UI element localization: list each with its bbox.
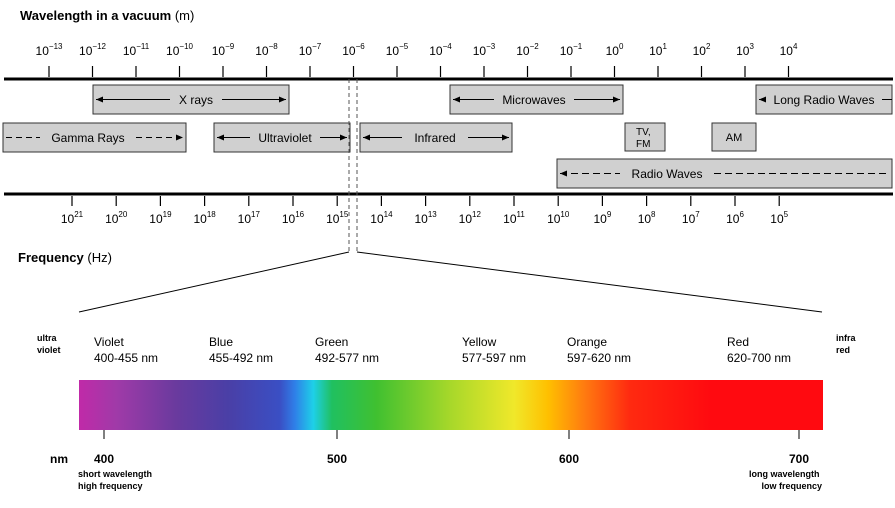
nm-tick-label: 600 — [559, 452, 579, 466]
wavelength-tick-label: 10−8 — [255, 42, 278, 58]
frequency-heading: Frequency (Hz) — [18, 250, 112, 265]
band-long-radio-label: Long Radio Waves — [774, 93, 875, 107]
nm-label: nm — [50, 452, 68, 466]
band-microwaves: Microwaves — [449, 84, 624, 115]
band-xrays: X rays — [92, 84, 290, 115]
band-radio: Radio Waves — [556, 158, 893, 189]
band-radio-label: Radio Waves — [632, 167, 703, 181]
wavelength-tick-label: 10−4 — [429, 42, 452, 58]
frequency-tick-label: 1014 — [370, 210, 393, 226]
nm-tick-label: 400 — [94, 452, 114, 466]
frequency-tick-label: 1017 — [238, 210, 261, 226]
color-name-blue: Blue — [209, 335, 233, 349]
frequency-tick-label: 1011 — [503, 210, 525, 226]
band-tvfm: TV, FM — [624, 122, 666, 152]
frequency-tick-label: 106 — [726, 210, 744, 226]
frequency-ticks: 1021 1020 1019 1018 1017 1016 1015 1014 1013 1012… — [61, 196, 789, 226]
wavelength-tick-label: 103 — [736, 42, 754, 58]
wavelength-ticks: 10−13 10−12 10−11 10−10 10−9 10−8 10−7 10−6 10−5… — [36, 42, 798, 77]
frequency-tick-label: 1012 — [459, 210, 482, 226]
frequency-tick-label: 1010 — [547, 210, 570, 226]
expansion-line-right — [356, 251, 823, 313]
ultra-violet-edge-label: ultra violet — [37, 333, 61, 355]
band-infrared: Infrared — [359, 122, 513, 153]
color-range-red: 620-700 nm — [727, 351, 791, 365]
band-long-radio: Long Radio Waves — [755, 84, 893, 115]
wavelength-tick-label: 10−11 — [123, 42, 150, 58]
wavelength-tick-label: 101 — [649, 42, 667, 58]
wavelength-tick-label: 10−10 — [166, 42, 193, 58]
frequency-tick-label: 1021 — [61, 210, 84, 226]
long-wavelength-note: long wavelength low frequency — [749, 469, 822, 491]
frequency-tick-label: 1018 — [193, 210, 216, 226]
frequency-tick-label: 107 — [682, 210, 700, 226]
frequency-tick-label: 1015 — [326, 210, 349, 226]
band-gamma-label: Gamma Rays — [51, 131, 124, 145]
band-tvfm-label-2: FM — [636, 139, 650, 150]
frequency-tick-label: 109 — [593, 210, 611, 226]
wavelength-tick-label: 100 — [606, 42, 624, 58]
wavelength-tick-label: 102 — [693, 42, 711, 58]
infra-red-edge-label: infra red — [836, 333, 858, 355]
color-range-blue: 455-492 nm — [209, 351, 273, 365]
color-name-yellow: Yellow — [462, 335, 497, 349]
frequency-tick-label: 1016 — [282, 210, 305, 226]
wavelength-tick-label: 10−13 — [36, 42, 63, 58]
band-xrays-label: X rays — [179, 93, 213, 107]
nm-tick-label: 700 — [789, 452, 809, 466]
frequency-tick-label: 1019 — [149, 210, 172, 226]
frequency-tick-label: 105 — [770, 210, 788, 226]
band-ultraviolet: Ultraviolet — [213, 122, 351, 153]
color-name-violet: Violet — [94, 335, 124, 349]
band-tvfm-label-1: TV, — [636, 127, 651, 138]
color-range-orange: 597-620 nm — [567, 351, 631, 365]
band-ultraviolet-label: Ultraviolet — [258, 131, 312, 145]
wavelength-heading: Wavelength in a vacuum (m) — [20, 8, 194, 23]
visible-color-labels: Violet 400-455 nm Blue 455-492 nm Green 492-5… — [94, 335, 791, 365]
nm-tick-label: 500 — [327, 452, 347, 466]
band-am: AM — [711, 122, 757, 152]
frequency-tick-label: 1020 — [105, 210, 128, 226]
expansion-line-left — [78, 251, 350, 313]
color-range-yellow: 577-597 nm — [462, 351, 526, 365]
visible-spectrum-bar — [79, 380, 823, 430]
nm-ticks: 400 500 600 700 — [94, 430, 809, 466]
band-gamma: Gamma Rays — [2, 122, 187, 153]
wavelength-tick-label: 10−9 — [212, 42, 235, 58]
color-range-violet: 400-455 nm — [94, 351, 158, 365]
short-wavelength-note: short wavelength high frequency — [78, 469, 155, 491]
visible-light-marker — [348, 79, 358, 252]
wavelength-tick-label: 10−1 — [560, 42, 583, 58]
wavelength-tick-label: 10−6 — [342, 42, 365, 58]
color-name-red: Red — [727, 335, 749, 349]
frequency-tick-label: 1013 — [414, 210, 437, 226]
wavelength-tick-label: 10−12 — [79, 42, 106, 58]
wavelength-tick-label: 10−7 — [299, 42, 322, 58]
color-name-orange: Orange — [567, 335, 607, 349]
wavelength-tick-label: 104 — [780, 42, 798, 58]
color-name-green: Green — [315, 335, 348, 349]
wavelength-tick-label: 10−3 — [473, 42, 496, 58]
wavelength-tick-label: 10−5 — [386, 42, 409, 58]
band-infrared-label: Infrared — [414, 131, 455, 145]
color-range-green: 492-577 nm — [315, 351, 379, 365]
band-microwaves-label: Microwaves — [502, 93, 565, 107]
band-am-label: AM — [726, 132, 743, 144]
wavelength-tick-label: 10−2 — [516, 42, 539, 58]
frequency-tick-label: 108 — [638, 210, 656, 226]
